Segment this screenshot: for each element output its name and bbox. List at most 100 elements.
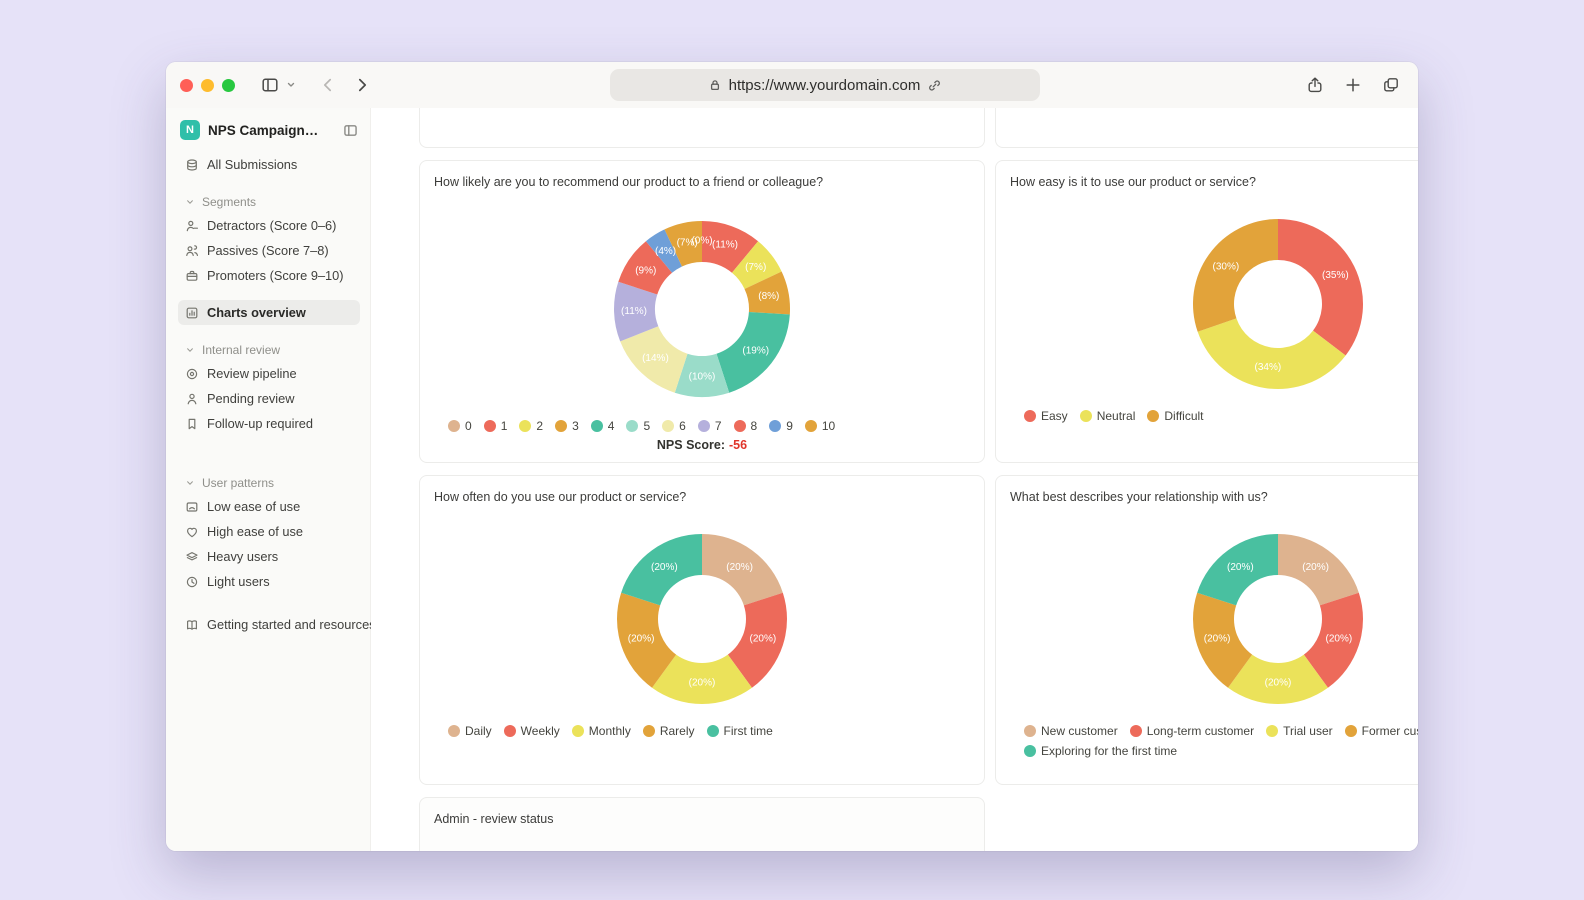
svg-text:(11%): (11%) [621,306,647,317]
legend-dot [662,420,675,432]
layers-icon [184,549,199,564]
sidebar-item-label: Internal review [202,343,281,357]
legend-dot [1024,410,1036,422]
sidebar-section-user-patterns[interactable]: User patterns [178,472,360,494]
svg-text:(20%): (20%) [726,562,753,573]
legend-dot [626,420,639,432]
card-nps-question: How likely are you to recommend our prod… [419,160,985,463]
legend-dot [1344,725,1357,737]
browser-window: https://www.yourdomain.com N NPS Campaig… [166,62,1418,851]
back-button-icon[interactable] [315,72,341,98]
sidebar-section-internal-review[interactable]: Internal review [178,339,360,361]
legend-item: 10 [804,419,835,433]
chart-icon [184,305,199,320]
workspace-header[interactable]: N NPS Campaign… [178,118,360,142]
svg-text:(20%): (20%) [651,562,678,573]
sidebar-item-detractors-score-0-6[interactable]: Detractors (Score 0–6) [178,213,360,238]
legend-dot [706,725,719,737]
sidebar-item-pending-review[interactable]: Pending review [178,386,360,411]
address-bar[interactable]: https://www.yourdomain.com [610,69,1040,101]
sidebar-item-all-submissions[interactable]: All Submissions [178,152,360,177]
legend-item: Difficult [1147,409,1204,423]
tab-overview-icon[interactable] [1378,72,1404,98]
card-title: How likely are you to recommend our prod… [434,175,824,189]
frequency-donut-chart: (20%) (20%) (20%) (20%) (20%) [420,524,984,714]
svg-text:(8%): (8%) [758,291,779,302]
legend-dot [590,420,603,432]
sidebar-item-label: Getting started and resources [207,617,376,632]
sidebar-item-label: Segments [202,195,257,209]
sidebar-item-review-pipeline[interactable]: Review pipeline [178,361,360,386]
clipped-card-above-right [995,108,1418,148]
svg-text:(35%): (35%) [1322,270,1349,281]
card-title: What best describes your relationship wi… [1010,490,1268,504]
legend-item: Neutral [1079,409,1135,423]
svg-text:(0%): (0%) [691,236,712,247]
toolbar-chevron-down-icon[interactable] [283,72,299,98]
legend-dot [1079,410,1092,422]
browser-toolbar: https://www.yourdomain.com [166,62,1418,108]
legend-dot [1266,725,1279,737]
legend-item: Monthly [571,724,631,738]
sidebar-item-label: Charts overview [207,305,306,320]
svg-text:(9%): (9%) [635,265,656,276]
sidebar-item-label: Follow-up required [207,416,313,431]
ease-chart-legend: Easy Neutral Difficult [996,409,1418,423]
card-icon [184,499,199,514]
sidebar-item-follow-up-required[interactable]: Follow-up required [178,411,360,436]
link-icon[interactable] [927,78,942,93]
svg-text:(19%): (19%) [742,345,769,356]
legend-dot [1024,725,1036,737]
legend-dot [697,420,710,432]
legend-dot [1129,725,1142,737]
people-icon [184,243,199,258]
legend-dot [1147,410,1160,422]
svg-text:(20%): (20%) [1204,633,1231,644]
sidebar-nav: All Submissions Segments Detractors (Score… [178,152,376,637]
svg-text:(7%): (7%) [745,262,766,273]
svg-text:(20%): (20%) [628,633,655,644]
svg-text:(7%): (7%) [677,237,698,248]
sidebar-item-getting-started-and-resources[interactable]: Getting started and resources [178,612,376,637]
sidebar-item-light-users[interactable]: Light users [178,569,360,594]
traffic-lights [180,78,235,92]
legend-item: 6 [662,419,686,433]
sidebar-item-high-ease-of-use[interactable]: High ease of use [178,519,360,544]
legend-dot [519,420,532,432]
nps-donut-chart: (0%) (11%) (7%) (8%) (19%) (10%) (14%) (11%) (9%… [420,209,984,409]
legend-dot [571,725,584,737]
legend-item: Trial user [1266,724,1333,738]
legend-item: Easy [1024,409,1068,423]
forward-button-icon[interactable] [349,72,375,98]
legend-dot [769,420,782,432]
chevron-down-icon [184,476,196,491]
sidebar-item-label: User patterns [202,476,275,490]
relationship-donut-chart: (20%) (20%) (20%) (20%) (20%) [996,524,1418,714]
svg-text:(14%): (14%) [642,353,669,364]
new-tab-icon[interactable] [1340,72,1366,98]
legend-item: 1 [483,419,507,433]
sidebar-section-segments[interactable]: Segments [178,191,360,213]
frequency-chart-legend: Daily Weekly Monthly Rarely First time [420,724,984,738]
sidebar-item-low-ease-of-use[interactable]: Low ease of use [178,494,360,519]
card-ease-of-use: How easy is it to use our product or ser… [995,160,1418,463]
card-title: How easy is it to use our product or ser… [1010,175,1256,189]
close-window-button[interactable] [180,78,193,92]
sidebar-item-heavy-users[interactable]: Heavy users [178,544,360,569]
sidebar-collapse-icon[interactable] [343,123,358,138]
nps-chart-legend: 0 1 2 3 4 5 6 7 8 9 10 [420,419,984,433]
stack-icon [184,157,199,172]
minimize-window-button[interactable] [201,78,214,92]
legend-dot [503,725,516,737]
nps-score-label: NPS Score: [656,438,725,452]
sidebar-item-charts-overview[interactable]: Charts overview [178,300,360,325]
main-content: How likely are you to recommend our prod… [371,108,1418,851]
sidebar-item-passives-score-7-8[interactable]: Passives (Score 7–8) [178,238,360,263]
svg-text:(11%): (11%) [712,240,738,251]
clipped-card-above-left [419,108,985,148]
zoom-window-button[interactable] [222,78,235,92]
toolbar-sidebar-toggle-icon[interactable] [257,72,283,98]
legend-item: Rarely [642,724,695,738]
sidebar-item-promoters-score-9-10[interactable]: Promoters (Score 9–10) [178,263,360,288]
share-icon[interactable] [1302,72,1328,98]
